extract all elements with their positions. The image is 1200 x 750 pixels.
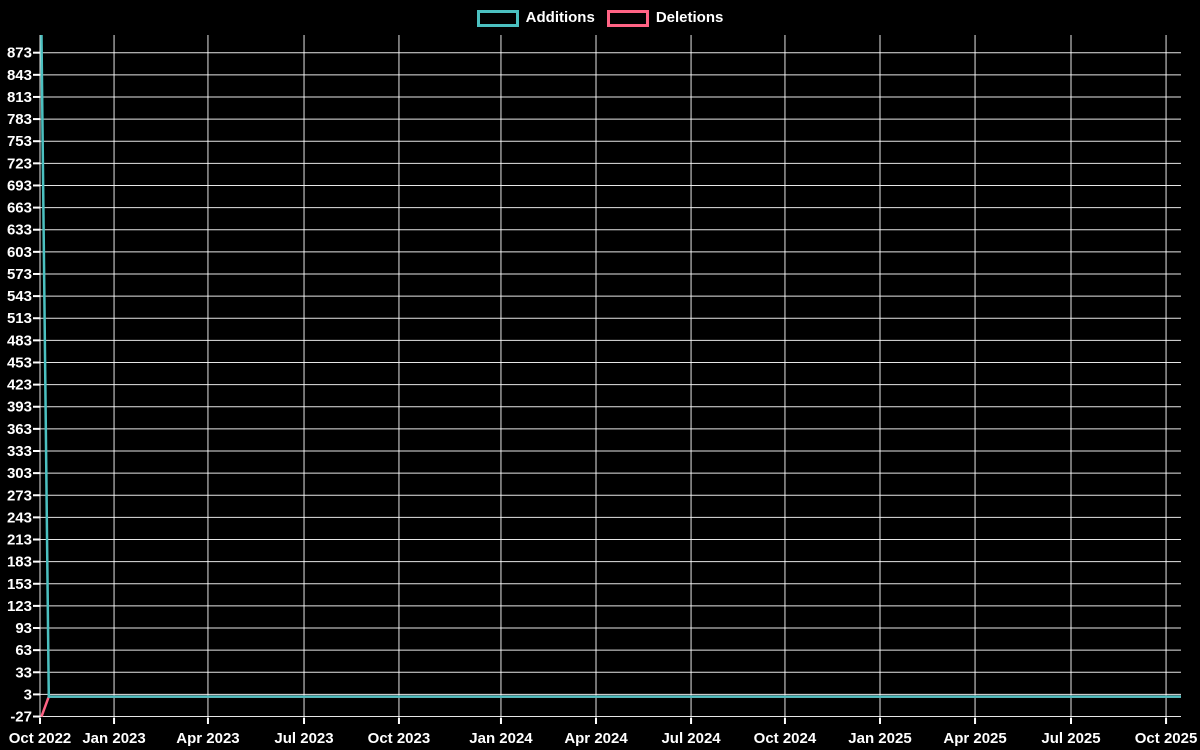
y-tick-label: 573	[7, 266, 32, 283]
x-tick-label: Jan 2024	[469, 730, 533, 747]
y-tick-label: 723	[7, 155, 32, 172]
y-tick-label: 873	[7, 45, 32, 62]
y-tick-label: 753	[7, 133, 32, 150]
legend-item-deletions[interactable]: Deletions	[606, 9, 724, 27]
y-tick-label: 33	[15, 664, 32, 681]
y-tick-label: 93	[15, 620, 32, 637]
deletions-swatch-icon	[606, 9, 649, 27]
x-tick-label: Apr 2025	[943, 730, 1006, 747]
y-tick-label: 153	[7, 576, 32, 593]
x-tick-label: Apr 2023	[176, 730, 239, 747]
legend-label-additions: Additions	[525, 9, 595, 26]
x-tick-label: Jul 2025	[1041, 730, 1100, 747]
y-tick-label: 513	[7, 310, 32, 327]
y-tick-label: 123	[7, 598, 32, 615]
x-tick-label: Apr 2024	[564, 730, 628, 747]
legend-label-deletions: Deletions	[655, 9, 724, 26]
y-tick-label: 483	[7, 332, 32, 349]
y-tick-label: 393	[7, 399, 32, 416]
x-tick-label: Oct 2022	[9, 730, 72, 747]
y-tick-label: 363	[7, 421, 32, 438]
y-tick-label: 453	[7, 354, 32, 371]
x-tick-label: Jul 2024	[661, 730, 721, 747]
x-tick-label: Oct 2025	[1135, 730, 1198, 747]
y-tick-label: -27	[10, 709, 32, 726]
y-tick-label: 543	[7, 288, 32, 305]
y-tick-label: 693	[7, 177, 32, 194]
y-tick-label: 813	[7, 89, 32, 106]
x-tick-label: Jan 2025	[848, 730, 911, 747]
y-tick-label: 273	[7, 487, 32, 504]
x-tick-label: Jul 2023	[274, 730, 333, 747]
x-tick-label: Oct 2024	[754, 730, 817, 747]
y-tick-label: 423	[7, 377, 32, 394]
y-tick-label: 183	[7, 554, 32, 571]
y-tick-label: 303	[7, 465, 32, 482]
legend-item-additions[interactable]: Additions	[476, 9, 595, 27]
series-line-deletions	[40, 695, 1181, 717]
y-tick-label: 663	[7, 200, 32, 217]
y-tick-label: 63	[15, 642, 32, 659]
y-tick-label: 3	[24, 686, 32, 703]
y-tick-label: 213	[7, 532, 32, 549]
y-tick-label: 243	[7, 509, 32, 526]
y-tick-label: 783	[7, 111, 32, 128]
x-tick-label: Jan 2023	[82, 730, 145, 747]
y-tick-label: 843	[7, 67, 32, 84]
series-line-additions	[40, 34, 1181, 698]
x-tick-label: Oct 2023	[368, 730, 431, 747]
additions-swatch-icon	[476, 9, 519, 27]
legend: Additions Deletions	[0, 8, 1200, 28]
y-tick-label: 633	[7, 222, 32, 239]
y-tick-label: 333	[7, 443, 32, 460]
y-tick-label: 603	[7, 244, 32, 261]
